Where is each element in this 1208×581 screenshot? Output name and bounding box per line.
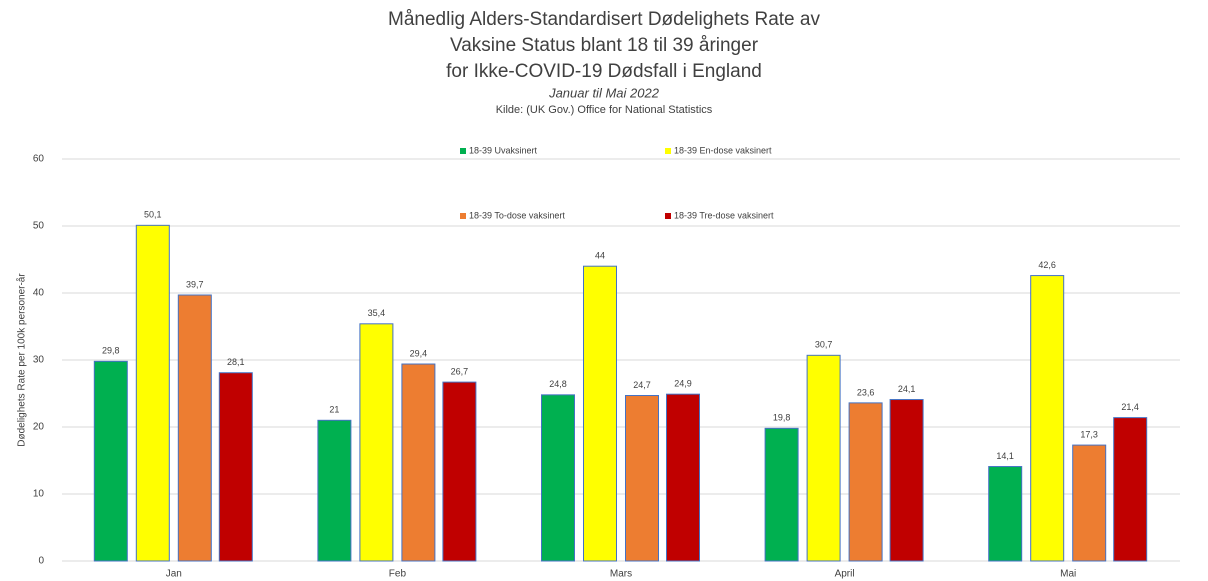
legend-swatch	[665, 213, 671, 219]
chart-source: Kilde: (UK Gov.) Office for National Sta…	[496, 104, 713, 116]
bar	[135, 224, 170, 562]
bar	[177, 294, 212, 562]
chart-title: Vaksine Status blant 18 til 39 åringer	[450, 35, 759, 56]
bar	[317, 419, 352, 562]
bar	[988, 466, 1023, 562]
bar	[666, 393, 700, 562]
legend-swatch	[665, 148, 671, 154]
data-label: 19,8	[773, 413, 791, 423]
data-label: 21	[329, 405, 339, 415]
data-label: 44	[595, 251, 605, 261]
bar	[889, 399, 924, 562]
data-label: 29,4	[410, 348, 428, 358]
data-label: 24,9	[674, 379, 692, 389]
y-tick-label: 30	[33, 355, 45, 366]
legend-label: 18-39 Tre-dose vaksinert	[674, 210, 774, 220]
bar	[442, 381, 477, 562]
data-label: 29,8	[102, 346, 120, 356]
x-tick-label: Mai	[1060, 569, 1076, 580]
data-label: 24,1	[898, 384, 916, 394]
bar	[1030, 275, 1065, 562]
bar	[625, 395, 659, 562]
bar	[1072, 444, 1107, 562]
legend-swatch	[460, 148, 466, 154]
data-label: 17,3	[1080, 429, 1098, 439]
data-label: 35,4	[368, 308, 386, 318]
y-tick-label: 60	[33, 154, 45, 165]
data-label: 14,1	[996, 451, 1014, 461]
data-label: 23,6	[857, 387, 875, 397]
chart-title: Månedlig Alders-Standardisert Dødelighet…	[388, 9, 820, 30]
bar	[806, 354, 841, 562]
bar	[401, 363, 436, 562]
data-label: 30,7	[815, 340, 833, 350]
bar	[93, 360, 128, 562]
data-label: 42,6	[1038, 260, 1056, 270]
legend-label: 18-39 To-dose vaksinert	[469, 210, 565, 220]
y-axis-label: Dødelighets Rate per 100k personer-år	[16, 273, 28, 447]
x-tick-label: Feb	[389, 569, 407, 580]
data-label: 39,7	[186, 279, 204, 289]
chart-subtitle: Januar til Mai 2022	[548, 85, 660, 100]
bar	[541, 394, 575, 562]
x-tick-label: April	[835, 569, 855, 580]
y-tick-label: 10	[33, 489, 45, 500]
data-label: 26,7	[451, 366, 469, 376]
data-label: 24,8	[549, 379, 567, 389]
bar	[764, 427, 799, 562]
y-tick-label: 50	[33, 221, 45, 232]
bar	[583, 265, 617, 562]
bar	[218, 372, 253, 562]
data-label: 50,1	[144, 210, 162, 220]
data-label: 28,1	[227, 357, 245, 367]
legend-label: 18-39 En-dose vaksinert	[674, 145, 772, 155]
y-tick-label: 20	[33, 422, 45, 433]
x-tick-label: Mars	[610, 569, 632, 580]
bar	[848, 402, 883, 562]
legend-swatch	[460, 213, 466, 219]
bar	[359, 323, 394, 562]
chart-title: for Ikke-COVID-19 Dødsfall i England	[446, 61, 762, 82]
x-tick-label: Jan	[166, 569, 182, 580]
y-tick-label: 0	[38, 556, 44, 567]
y-tick-label: 40	[33, 288, 45, 299]
data-label: 24,7	[633, 380, 651, 390]
bar	[1113, 417, 1148, 562]
data-label: 21,4	[1121, 402, 1139, 412]
legend-label: 18-39 Uvaksinert	[469, 145, 538, 155]
